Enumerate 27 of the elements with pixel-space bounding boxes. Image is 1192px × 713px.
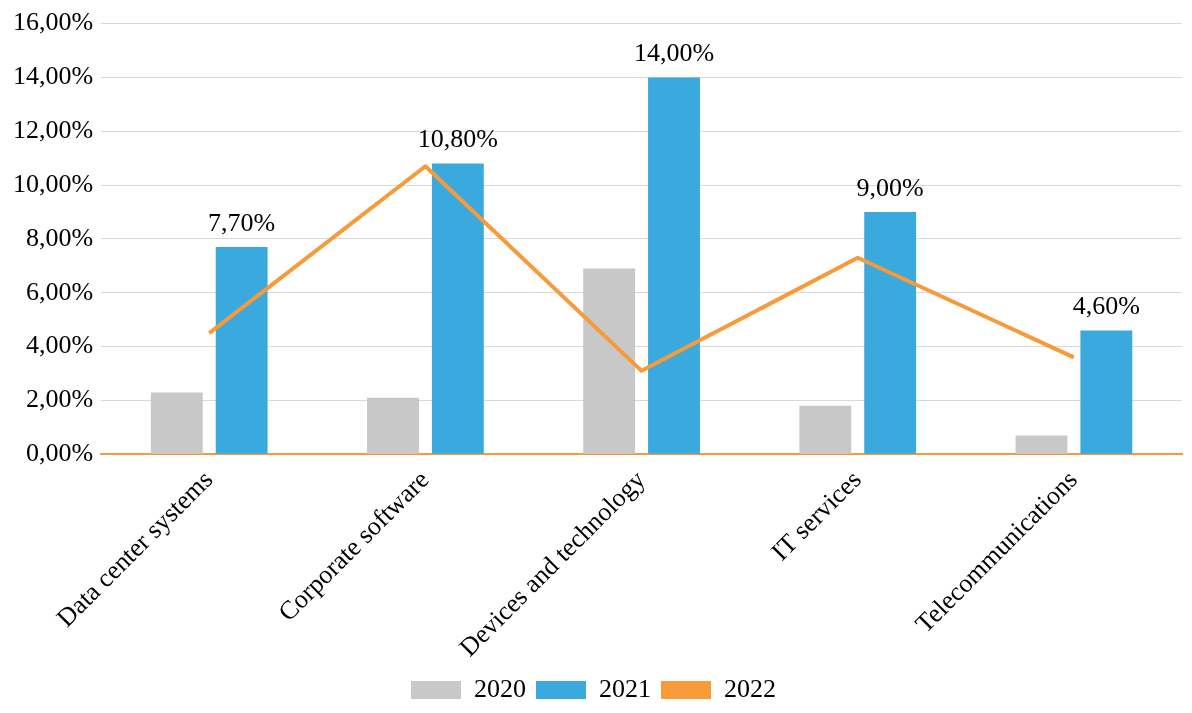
data-label: 4,60% <box>1072 291 1140 321</box>
legend-label: 2021 <box>599 673 651 703</box>
bar <box>799 405 852 454</box>
y-tick-label: 0,00% <box>25 438 94 468</box>
legend-label: 2020 <box>474 673 526 703</box>
bar <box>583 268 636 454</box>
y-tick-label: 16,00% <box>12 7 94 37</box>
bar <box>1015 435 1068 454</box>
y-tick-label: 2,00% <box>25 384 94 414</box>
bar <box>1080 330 1133 454</box>
data-label: 10,80% <box>417 124 498 154</box>
data-label: 14,00% <box>633 38 715 68</box>
bar <box>367 397 419 454</box>
bar <box>150 392 203 454</box>
bar <box>431 163 484 454</box>
legend-label: 2022 <box>724 673 776 703</box>
y-tick-label: 10,00% <box>12 168 94 198</box>
y-tick-label: 8,00% <box>25 222 94 252</box>
y-tick-label: 4,00% <box>25 330 94 360</box>
y-tick-label: 14,00% <box>12 61 94 91</box>
y-tick-label: 12,00% <box>12 115 94 145</box>
data-label: 7,70% <box>208 207 276 237</box>
bar <box>215 247 268 454</box>
bar <box>864 212 917 454</box>
bar <box>648 77 700 454</box>
y-tick-label: 6,00% <box>25 276 94 306</box>
data-label: 9,00% <box>856 172 924 202</box>
